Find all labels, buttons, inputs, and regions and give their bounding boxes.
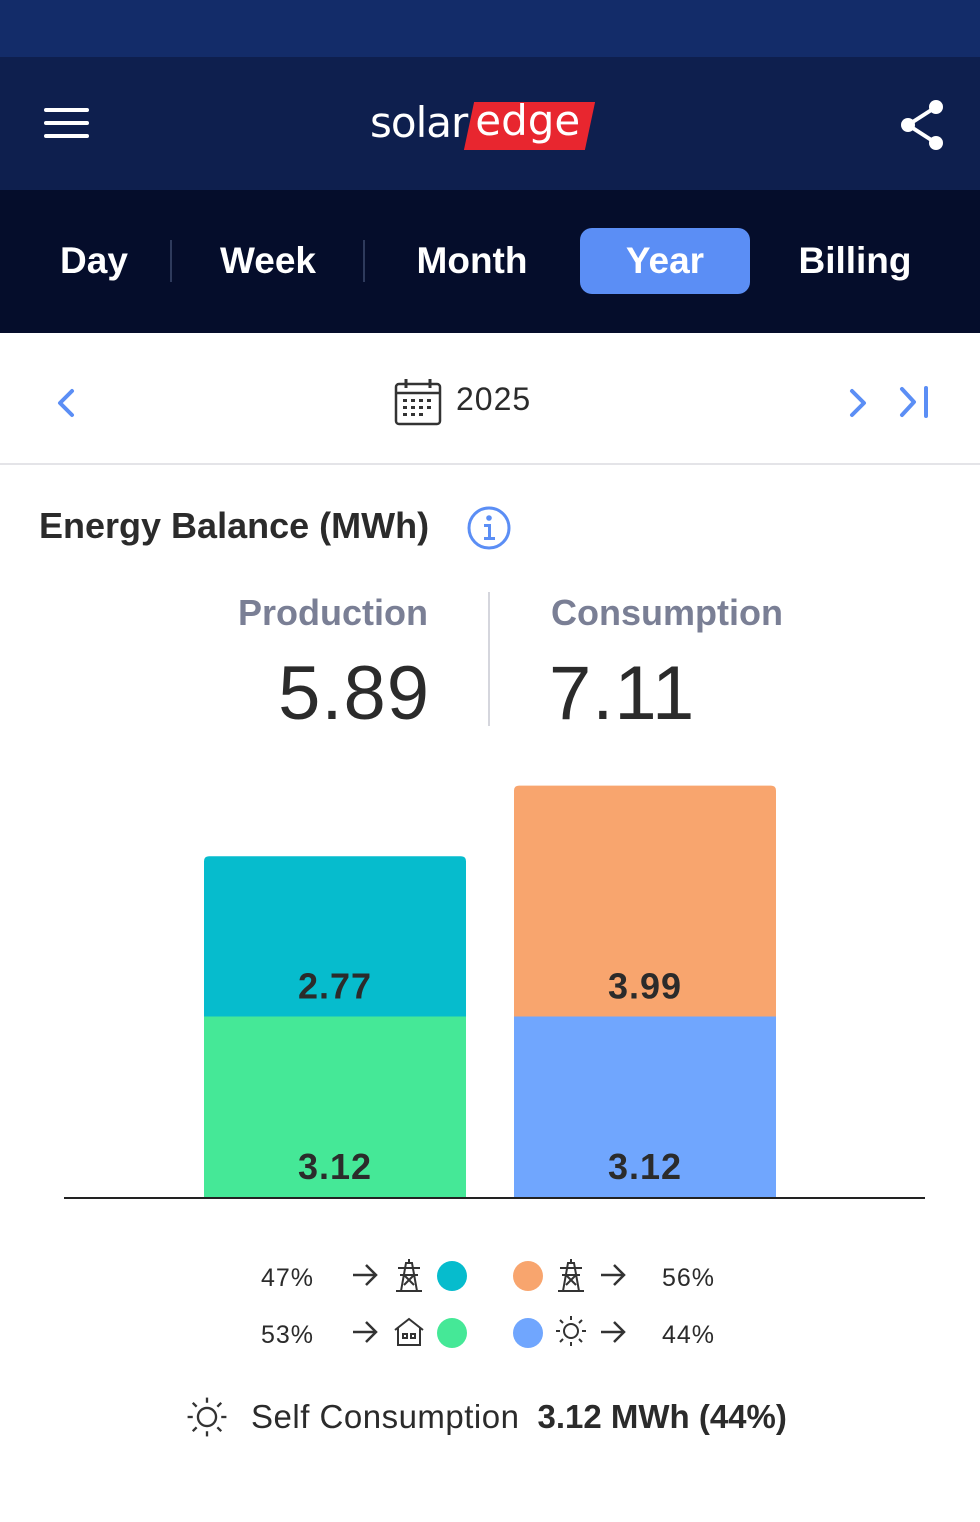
tab-year[interactable]: Year — [580, 228, 750, 294]
bar-consumption-segment-1[interactable] — [514, 1016, 776, 1197]
tab-month[interactable]: Month — [416, 240, 528, 281]
arrow-right-icon — [353, 1264, 378, 1286]
info-icon[interactable] — [466, 505, 512, 551]
production-label: Production — [238, 592, 428, 633]
bar-production-segment-1[interactable] — [204, 1016, 466, 1197]
arrow-right-icon — [601, 1264, 626, 1286]
consumption-label: Consumption — [551, 592, 783, 633]
self-consumption-label: Self Consumption — [251, 1398, 520, 1435]
bar-consumption-label-2: 3.99 — [608, 966, 682, 1007]
energy-balance-chart: 3.12 2.77 3.12 3.99 — [64, 785, 925, 1199]
legend-solar-percent: 44% — [662, 1321, 716, 1349]
tab-week[interactable]: Week — [220, 240, 316, 281]
bar-production-segment-2[interactable] — [204, 856, 466, 1017]
share-icon[interactable] — [894, 97, 950, 153]
logo-text-solar: solar — [370, 98, 468, 147]
app-header: solar edge — [0, 57, 980, 190]
chevron-right-icon[interactable] — [842, 385, 872, 421]
solaredge-logo: solar edge — [370, 95, 590, 151]
hamburger-menu-icon[interactable] — [36, 97, 96, 149]
date-navigator: 2025 — [0, 333, 980, 465]
consumption-value: 7.11 — [549, 651, 696, 736]
status-bar — [0, 0, 980, 57]
period-label[interactable]: 2025 — [456, 381, 532, 417]
legend-dot-home — [437, 1318, 467, 1348]
skip-to-end-icon[interactable] — [894, 383, 934, 421]
sun-icon — [556, 1316, 586, 1346]
tab-day[interactable]: Day — [60, 240, 128, 281]
power-grid-icon — [558, 1259, 584, 1292]
tab-billing[interactable]: Billing — [798, 240, 912, 281]
self-consumption-value: 3.12 MWh (44%) — [537, 1398, 787, 1435]
arrow-right-icon — [601, 1321, 626, 1343]
bar-consumption-label-1: 3.12 — [608, 1146, 682, 1187]
legend-dot-export — [437, 1261, 467, 1291]
chevron-left-icon[interactable] — [52, 385, 82, 421]
legend-export-percent: 47% — [261, 1264, 315, 1292]
production-value: 5.89 — [278, 651, 430, 736]
legend-import-percent: 56% — [662, 1264, 716, 1292]
tab-divider — [363, 240, 365, 282]
legend-dot-solar — [513, 1318, 543, 1348]
power-grid-icon — [396, 1259, 422, 1292]
self-consumption-summary: Self Consumption 3.12 MWh (44%) — [185, 1392, 787, 1442]
tab-divider — [170, 240, 172, 282]
arrow-right-icon — [353, 1321, 378, 1343]
energy-balance-title: Energy Balance (MWh) — [39, 505, 430, 546]
bar-production-label-1: 3.12 — [298, 1146, 372, 1187]
period-tab-bar: Day Week Month Year Billing — [0, 190, 980, 333]
bar-production-label-2: 2.77 — [298, 966, 372, 1007]
calendar-icon[interactable] — [393, 377, 443, 427]
legend-home-percent: 53% — [261, 1321, 315, 1349]
metric-divider — [488, 592, 490, 726]
sun-icon — [187, 1397, 227, 1437]
legend-dot-import — [513, 1261, 543, 1291]
logo-text-edge: edge — [469, 98, 590, 148]
house-icon — [394, 1317, 424, 1346]
bar-consumption-segment-2[interactable] — [514, 785, 776, 1017]
